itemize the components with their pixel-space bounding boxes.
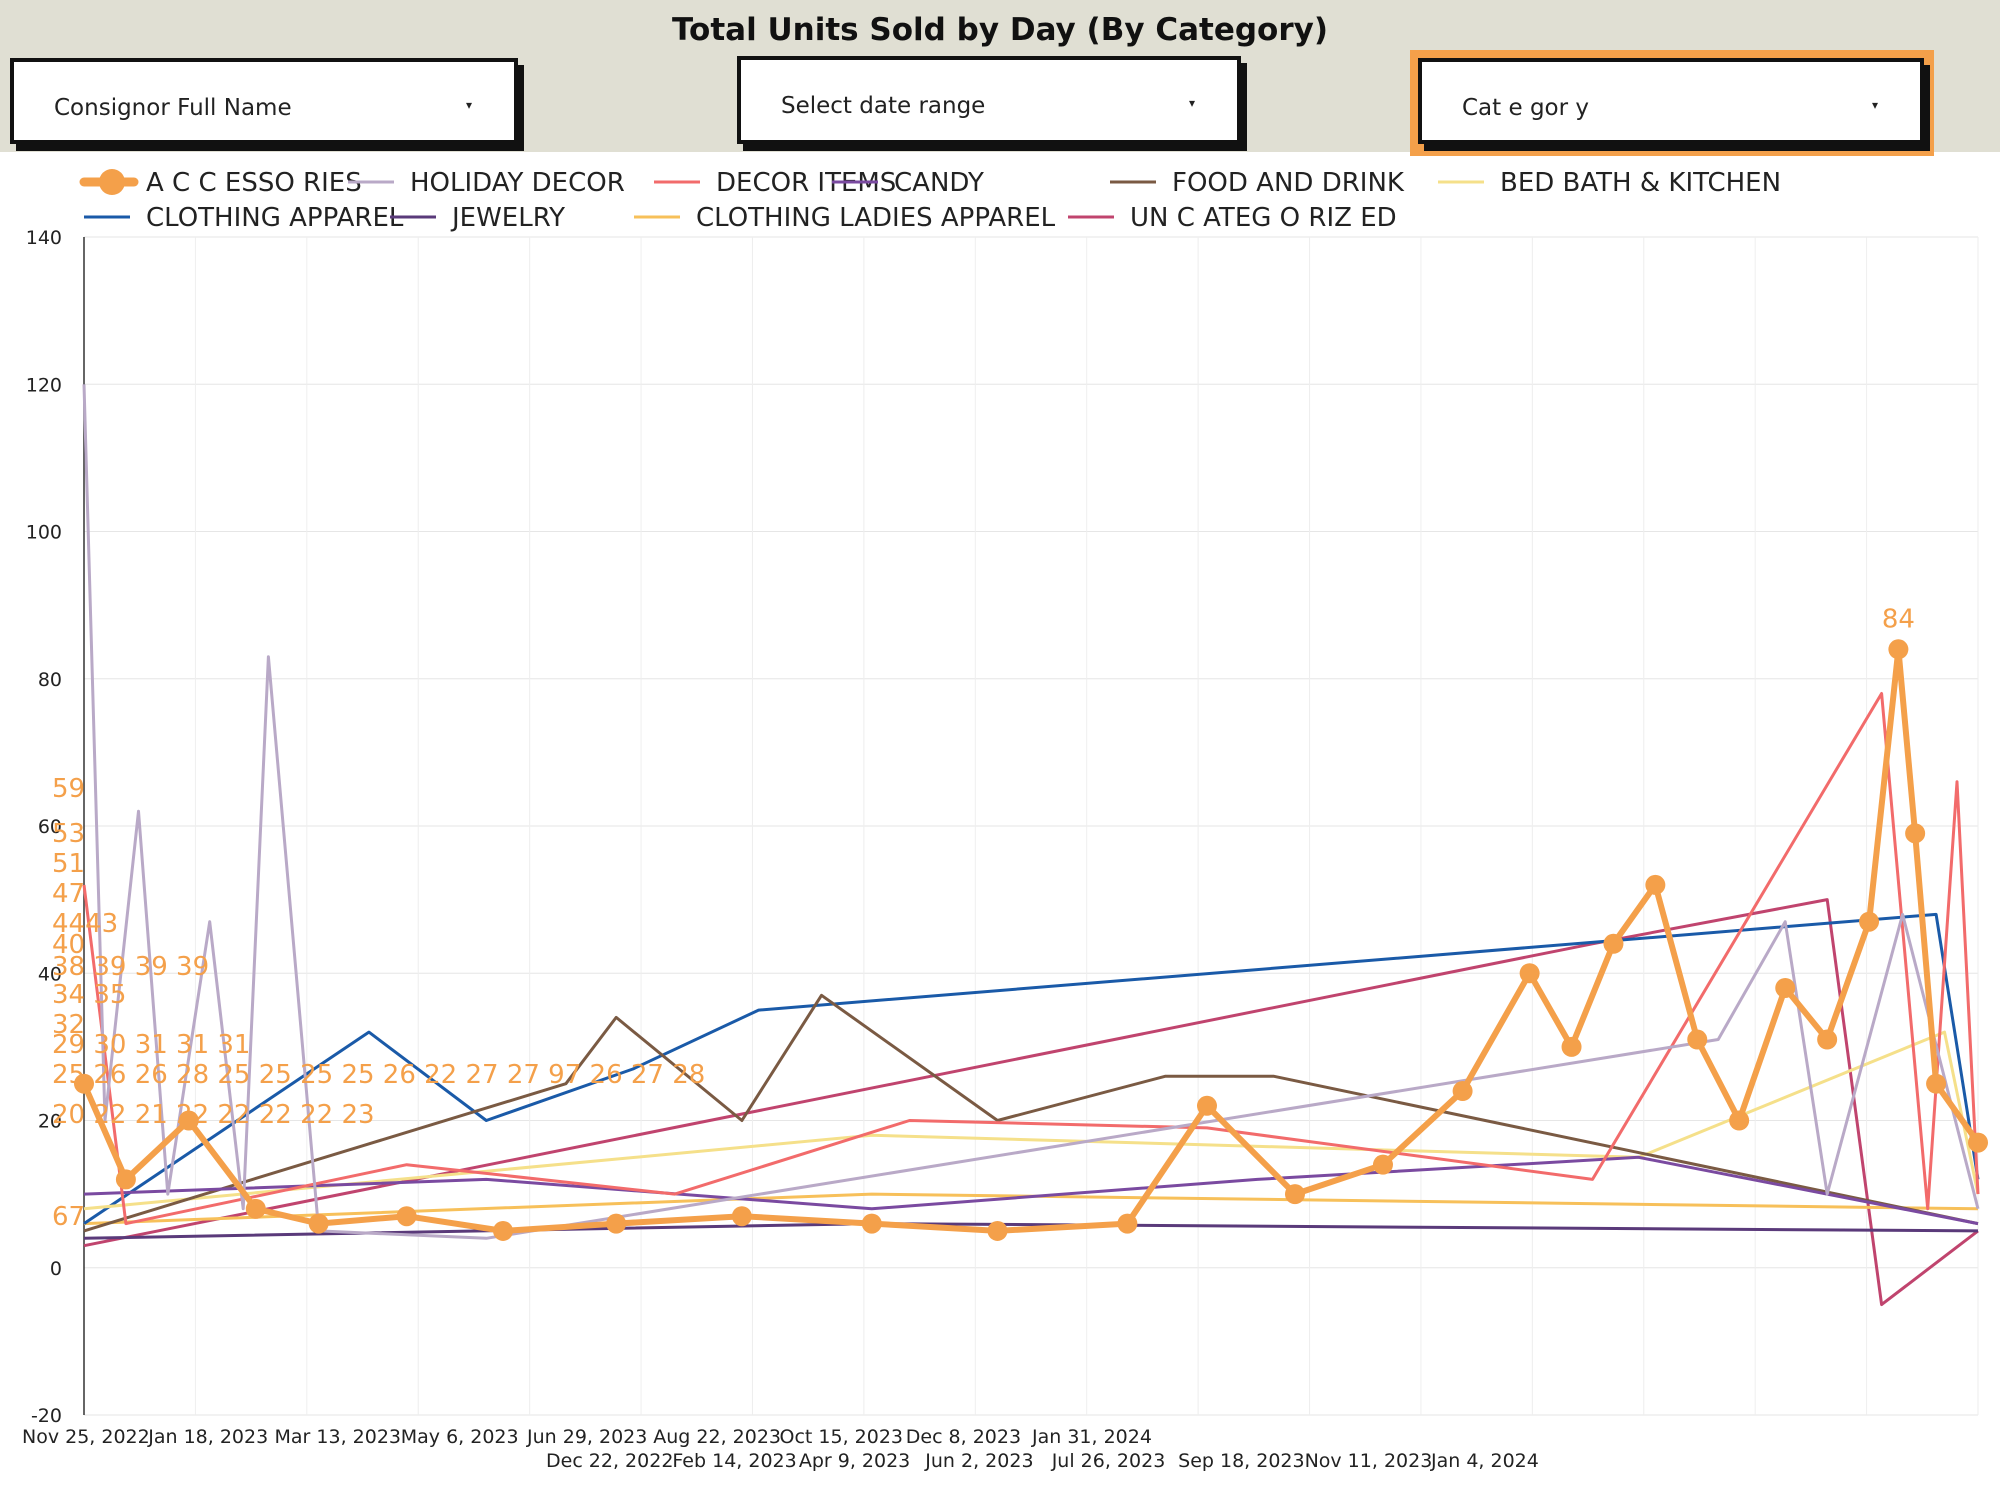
series-point (1926, 1073, 1947, 1094)
legend-label: CLOTHING APPAREL (146, 203, 404, 233)
data-label: 25 26 26 28 25 25 25 25 26 22 27 27 97 2… (52, 1060, 705, 1090)
series-point (1905, 823, 1926, 844)
y-tick-label: 140 (26, 227, 62, 249)
series-point (1196, 1095, 1217, 1116)
y-tick-label: 20 (38, 1111, 62, 1133)
x-tick-label: Jul 26, 2023 (1051, 1450, 1166, 1472)
series-point (1117, 1213, 1138, 1234)
x-tick-label: Dec 8, 2023 (906, 1426, 1021, 1448)
series-point (1603, 933, 1624, 954)
series-point (1519, 963, 1540, 984)
series-line (83, 993, 1979, 1233)
series-point (861, 1213, 882, 1234)
chevron-down-icon: ▾ (1188, 96, 1195, 110)
data-label: 67 (52, 1202, 85, 1232)
data-label: 20 22 21 22 22 22 22 23 (52, 1100, 375, 1130)
series-point (178, 1110, 199, 1131)
y-tick-label: 120 (26, 374, 62, 396)
x-tick-label: Nov 25, 2022 (22, 1426, 150, 1448)
legend-label: A C C ESSO RIES (146, 168, 362, 198)
x-tick-label: Jan 31, 2024 (1031, 1426, 1152, 1448)
category-filter-dropdown[interactable]: Cat e gor y ▾ (1418, 58, 1924, 144)
series-point (1372, 1154, 1393, 1175)
data-label: 47 (52, 879, 85, 909)
x-tick-label: Oct 15, 2023 (780, 1426, 904, 1448)
data-label: 32 (52, 1010, 85, 1040)
series-point (1645, 874, 1666, 895)
series-point (1859, 911, 1880, 932)
series-point (245, 1198, 266, 1219)
consignor-filter-dropdown[interactable]: Consignor Full Name ▾ (10, 58, 518, 144)
y-tick-label: 60 (38, 816, 62, 838)
x-tick-label: Jan 4, 2024 (1430, 1450, 1539, 1472)
series-point (987, 1220, 1008, 1241)
page-title: Total Units Sold by Day (By Category) (672, 12, 1328, 48)
date-range-label: Select date range (781, 93, 986, 119)
series-point (1452, 1081, 1473, 1102)
series-line (83, 1155, 1979, 1226)
y-tick-label: 100 (26, 522, 62, 544)
x-tick-label: May 6, 2023 (401, 1426, 519, 1448)
series-point (1775, 977, 1796, 998)
y-tick-label: 40 (38, 963, 62, 985)
data-label: 34 35 (52, 980, 126, 1010)
data-label: 29 30 31 31 31 (52, 1030, 250, 1060)
series-line (83, 1192, 1979, 1226)
x-tick-label: Mar 13, 2023 (275, 1426, 402, 1448)
x-tick-label: Apr 9, 2023 (799, 1450, 910, 1472)
series-line (82, 384, 1980, 1240)
data-label: 38 39 39 39 (52, 952, 209, 982)
y-tick-label: 0 (50, 1258, 62, 1280)
chevron-down-icon: ▾ (1871, 98, 1878, 112)
y-tick-label: -20 (31, 1405, 62, 1427)
line-chart: 140 120 100 80 60 40 20 0 -20 Nov 25, 2022 Jan 18,… (0, 152, 2000, 1500)
x-tick-label: Jun 29, 2023 (526, 1426, 647, 1448)
series-point (493, 1220, 514, 1241)
series-point (74, 1073, 94, 1094)
x-tick-label: Jan 18, 2023 (147, 1426, 268, 1448)
legend-label: FOOD AND DRINK (1172, 168, 1405, 198)
legend-label: JEWELRY (450, 203, 565, 233)
series-line (83, 912, 1980, 1225)
series-point (731, 1206, 752, 1227)
series-point (396, 1206, 417, 1227)
legend-label: CANDY (894, 168, 984, 198)
date-range-dropdown[interactable]: Select date range ▾ (737, 56, 1241, 144)
legend-label: BED BATH & KITCHEN (1500, 168, 1781, 198)
consignor-filter-label: Consignor Full Name (54, 95, 292, 121)
legend-marker (99, 169, 125, 195)
legend-label: UN C ATEG O RIZ ED (1130, 203, 1397, 233)
series-point (1687, 1029, 1708, 1050)
series-point (1284, 1184, 1305, 1205)
series-point (1729, 1110, 1750, 1131)
x-tick-label: Sep 18, 2023 (1178, 1450, 1304, 1472)
category-filter-label: Cat e gor y (1462, 95, 1589, 121)
legend-label: CLOTHING LADIES APPAREL (696, 203, 1056, 233)
series-point (115, 1169, 136, 1190)
series-point (1561, 1036, 1582, 1057)
x-tick-label: Dec 22, 2022 (546, 1450, 673, 1472)
series-point (1968, 1132, 1988, 1153)
series-point (606, 1213, 627, 1234)
x-tick-label: Aug 22, 2023 (653, 1426, 781, 1448)
series-point (308, 1213, 329, 1234)
data-label: 53 (52, 819, 85, 849)
x-tick-label: Nov 11, 2023 (1305, 1450, 1433, 1472)
legend-label: HOLIDAY DECOR (410, 168, 625, 198)
series-line (83, 898, 1979, 1307)
data-label: 40 (52, 930, 85, 960)
chevron-down-icon: ▾ (465, 98, 472, 112)
x-tick-label: Jun 2, 2023 (924, 1450, 1033, 1472)
series-point (1817, 1029, 1838, 1050)
x-tick-label: Feb 14, 2023 (672, 1450, 796, 1472)
data-label: 84 (1882, 604, 1915, 634)
data-label: 4443 (52, 909, 118, 939)
y-tick-label: 80 (38, 669, 62, 691)
data-label: 59 (52, 774, 85, 804)
series-point (1888, 639, 1909, 660)
data-label: 51 (52, 849, 85, 879)
